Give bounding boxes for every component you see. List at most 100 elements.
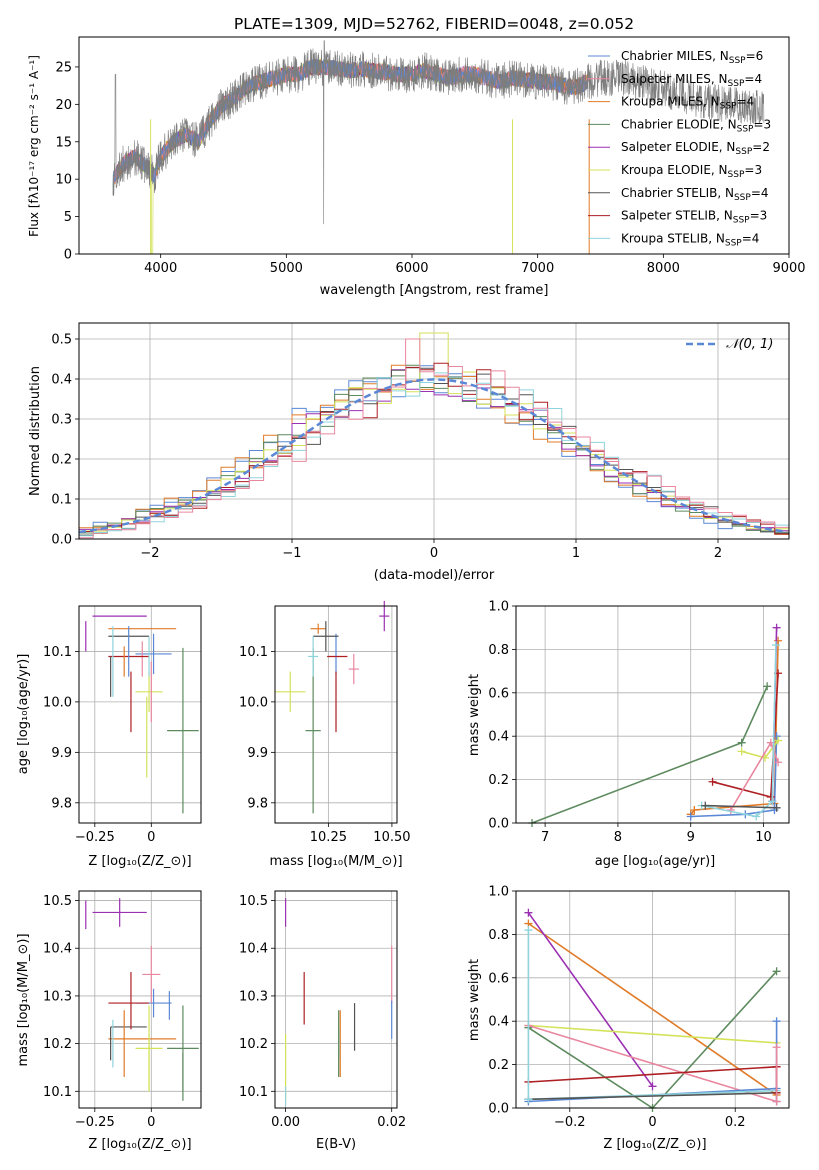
spectrum-legend: Chabrier MILES, NSSP=6 Salpeter MILES, NS… (588, 49, 771, 248)
weight-marker-ks (524, 1095, 533, 1104)
x-tick-label: 10 (755, 830, 772, 845)
weight-marker-cs (701, 801, 710, 810)
weight-marker-sm (772, 1043, 781, 1052)
weight-marker-ss (708, 777, 717, 786)
y-tick-label: 0.1 (51, 493, 72, 508)
weight-marker-sm (726, 805, 735, 814)
weight-marker-ks (524, 926, 533, 935)
residuals-legend: 𝒩(0, 1) (686, 337, 773, 352)
massweight-vs-Z-tick-group: −0.2 0 0.2 0.0 0.2 0.4 0.6 0.8 1.0 (488, 885, 745, 1131)
weight-line-km (527, 922, 778, 1096)
mass-vs-ebv-gridlines (275, 891, 397, 1108)
age-vs-mass-xlabel: mass [log₁₀(M/M_⊙)] (269, 854, 402, 869)
y-tick-label: 0.6 (488, 971, 509, 986)
spectrum-title: PLATE=1309, MJD=52762, FIBERID=0048, z=0… (234, 15, 634, 33)
residuals-frame (78, 322, 790, 540)
residuals-xlabel: (data-model)/error (374, 568, 495, 583)
y-tick-label: 10.1 (43, 1085, 72, 1100)
x-tick-label: 8000 (647, 261, 680, 276)
age-vs-mass-points (275, 600, 390, 814)
x-tick-label: 1 (572, 546, 580, 561)
y-tick-label: 0.2 (51, 453, 72, 468)
weight-marker-se (648, 1082, 657, 1091)
age-vs-mass-gridlines (275, 606, 397, 823)
y-tick-label: 0.0 (488, 817, 509, 832)
weight-marker-cm (772, 1017, 781, 1026)
x-tick-label: 2 (714, 546, 722, 561)
y-tick-label: 1.0 (488, 885, 509, 900)
weight-line-ss (528, 1066, 777, 1083)
residuals-ylabel: Normed distribution (28, 366, 43, 496)
massweight-vs-age-ylabel: mass weight (467, 674, 482, 756)
weight-line-ke (528, 1024, 777, 1044)
weight-marker-ce (763, 682, 772, 691)
axes-frame (274, 890, 398, 1109)
weight-marker-ss (766, 792, 775, 801)
x-tick-label: 9 (687, 830, 695, 845)
histogram-sm (79, 338, 789, 539)
x-tick-label: 0 (147, 830, 155, 845)
histogram-ce (79, 364, 789, 534)
age-vs-Z-gridlines (79, 606, 201, 823)
y-tick-label: 10.1 (239, 1085, 268, 1100)
gaussian-curve (78, 378, 787, 534)
y-tick-label: 10.0 (239, 695, 268, 710)
x-tick-label: 6000 (395, 261, 428, 276)
mass-vs-Z-ylabel: mass [log₁₀(M/M_⊙)] (16, 933, 31, 1066)
x-tick-label: 4000 (144, 261, 177, 276)
y-tick-label: 10.2 (239, 1037, 268, 1052)
panel-age-vs-Z: −0.25 0 9.8 9.9 10.0 10.1 (43, 605, 202, 845)
x-tick-label: 0 (147, 1115, 155, 1130)
weight-marker-se (772, 623, 781, 632)
weight-marker-ce (737, 738, 746, 747)
y-tick-label: 0.4 (51, 373, 72, 388)
mass-vs-Z-gridlines (79, 891, 201, 1108)
massweight-vs-age-tick-group: 7 8 9 10 0.0 0.2 0.4 0.6 0.8 1.0 (488, 600, 771, 846)
y-tick-label: 0.2 (488, 1058, 509, 1073)
axes-frame (78, 890, 202, 1109)
legend-label-ke: Kroupa ELODIE, NSSP=3 (621, 163, 762, 180)
spectrum-xlabel: wavelength [Angstrom, rest frame] (320, 283, 549, 298)
weight-marker-sm (772, 1097, 781, 1106)
massweight-vs-Z-xlabel: Z [log₁₀(Z/Z_⊙)] (603, 1137, 706, 1152)
y-tick-label: 9.8 (247, 796, 268, 811)
axes-frame (78, 605, 202, 824)
legend-label-se: Salpeter ELODIE, NSSP=2 (621, 140, 770, 157)
panel-massweight-vs-age: 7 8 9 10 0.0 0.2 0.4 0.6 0.8 1.0 (488, 600, 790, 846)
y-tick-label: 0.8 (488, 928, 509, 943)
weight-line-sm (528, 1024, 777, 1103)
x-tick-label: 8 (614, 830, 622, 845)
spectrum-frame (78, 36, 790, 255)
spectrum-data (112, 40, 765, 225)
y-tick-label: 25 (55, 60, 72, 75)
y-tick-label: 0.6 (488, 686, 509, 701)
y-tick-label: 0.0 (51, 533, 72, 548)
x-tick-label: 10.50 (373, 830, 410, 845)
y-tick-label: 0.0 (488, 1102, 509, 1117)
mass-vs-ebv-xlabel: E(B-V) (316, 1137, 356, 1152)
y-tick-label: 10 (55, 173, 72, 188)
y-tick-label: 10.0 (43, 695, 72, 710)
panel-age-vs-mass: 10.25 10.50 9.8 9.9 10.0 10.1 (239, 600, 411, 845)
mass-vs-ebv-points (285, 898, 393, 1106)
weight-line-se (527, 912, 654, 1087)
x-tick-label: −0.25 (75, 830, 115, 845)
legend-label-ce: Chabrier ELODIE, NSSP=3 (621, 117, 771, 134)
y-tick-label: 10.1 (43, 645, 72, 660)
spectrum-tick-group: 4000 5000 6000 7000 8000 9000 0 5 10 15 20 25 (55, 60, 805, 276)
legend-label-cs: Chabrier STELIB, NSSP=4 (621, 186, 769, 203)
weight-line-ks (701, 645, 777, 818)
mass-vs-Z-points (85, 898, 199, 1101)
y-tick-label: 0.8 (488, 643, 509, 658)
x-tick-label: 7000 (521, 261, 554, 276)
spectrum-ticks: 4000 5000 6000 7000 8000 9000 0 5 10 15 20 25 (55, 60, 805, 276)
age-vs-mass-tick-group: 10.25 10.50 9.8 9.9 10.0 10.1 (239, 645, 410, 845)
y-tick-label: 10.3 (239, 989, 268, 1004)
x-tick-label: 7 (541, 830, 549, 845)
x-tick-label: −0.25 (75, 1115, 115, 1130)
massweight-vs-age-lines (528, 623, 783, 827)
legend-label-ks: Kroupa STELIB, NSSP=4 (621, 231, 759, 248)
spectrum-ylabel: Flux [fλ10⁻¹⁷ erg cm⁻² s⁻¹ A⁻¹] (27, 55, 41, 237)
weight-marker-cm (686, 812, 695, 821)
